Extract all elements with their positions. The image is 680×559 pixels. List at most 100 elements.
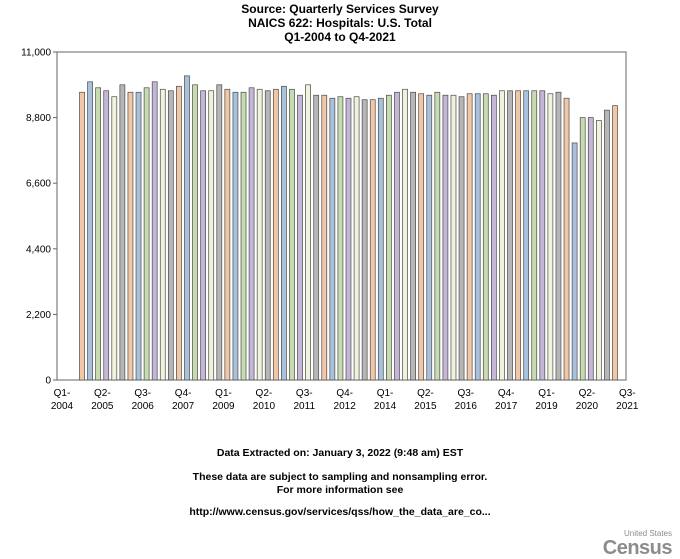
x-tick-label: Q3-2016 [455,388,478,412]
bar-q59 [547,93,554,381]
bar-q37 [369,99,376,381]
bar-q36 [361,99,368,381]
x-tick-label: Q3-2011 [294,388,316,412]
bar-q17 [208,90,215,381]
x-tick-label: Q2-2015 [414,388,437,412]
bar-q31 [321,94,328,381]
bar-q41 [402,88,408,381]
y-tick-label: 4,400 [26,244,51,255]
bar-q32 [329,97,336,381]
bar-q5 [111,96,118,381]
bar-q16 [200,90,206,381]
bar-q46 [442,94,449,381]
y-axis: 0 2,200 4,400 6,600 8,800 11,000 [21,48,57,387]
bar-q64 [587,117,594,381]
bar-q24 [264,90,271,381]
bar-q67 [612,105,618,381]
bar-q7 [127,91,134,381]
bar-q52 [491,94,497,381]
census-logo-small: United States [623,529,672,538]
chart-title-line2: NAICS 622: Hospitals: U.S. Total [248,16,432,30]
bar-q2 [87,81,93,381]
x-tick-label: Q2-2005 [91,388,114,412]
x-tick-label: Q2-2020 [576,388,599,412]
info-url-link[interactable]: http://www.census.gov/services/qss/how_t… [189,506,491,518]
bar-q58 [539,90,546,381]
sampling-note: These data are subject to sampling and n… [192,471,488,483]
bar-q45 [434,91,441,381]
bar-q9 [143,87,150,381]
bar-q53 [499,90,505,381]
x-tick-label: Q4-2012 [334,388,357,412]
census-logo: United States Census [602,529,673,559]
bar-q23 [256,88,263,381]
census-logo-big: Census [602,537,673,559]
bar-q30 [313,94,320,381]
x-tick-label: Q1-2019 [535,388,558,412]
bar-q35 [353,96,360,381]
bar-q18 [216,84,223,381]
bar-q22 [248,87,255,381]
bar-q43 [418,93,425,381]
bar-q50 [474,93,481,381]
bar-q34 [345,97,352,381]
data-extracted-text: Data Extracted on: January 3, 2022 (9:48… [216,447,464,459]
bar-q28 [297,94,303,381]
bar-q65 [595,120,602,381]
x-tick-label: Q4-2007 [172,388,195,412]
bar-q14 [184,75,190,381]
bar-q61 [563,97,570,381]
bar-q47 [450,94,457,381]
bar-q29 [305,84,311,381]
x-tick-label: Q3-2006 [132,388,155,412]
bar-q19 [224,88,231,381]
bar-q62 [571,142,578,381]
bar-q57 [531,90,538,381]
bar-q40 [394,91,400,381]
x-tick-label: Q3-2021 [616,388,639,412]
chart-title-line1: Source: Quarterly Services Survey [241,2,439,16]
x-tick-label: Q2-2010 [253,388,276,412]
bar-q25 [272,88,279,381]
bar-q4 [103,90,110,381]
bar-q13 [176,85,182,381]
x-tick-label: Q1-2004 [51,388,74,412]
y-tick-label: 8,800 [26,113,51,124]
y-tick-label: 6,600 [26,179,51,190]
bar-q54 [507,90,513,381]
y-tick-label: 0 [45,376,51,387]
bar-q42 [410,91,416,381]
x-tick-label: Q1-2009 [212,388,235,412]
bar-q10 [151,81,158,381]
x-tick-label: Q1-2014 [374,388,397,412]
bar-q27 [289,88,295,381]
x-tick-label: Q4-2017 [495,388,518,412]
bar-q48 [458,96,465,381]
bar-q15 [192,84,198,381]
bar-q21 [240,91,247,381]
bars-layer [79,75,618,381]
bar-q1 [79,91,85,381]
bar-q55 [515,90,521,381]
bar-q26 [281,85,287,381]
y-tick-label: 2,200 [26,310,51,321]
bar-q12 [167,90,174,381]
bar-q6 [119,84,126,381]
chart-title-line3: Q1-2004 to Q4-2021 [284,30,396,44]
x-axis: Q1-2004 Q2-2005 Q3-2006 Q4-2007 Q1-2009 Q2-20… [51,388,639,412]
bar-q56 [523,90,530,381]
bar-q20 [232,91,239,381]
bar-q3 [95,87,102,381]
bar-q66 [604,109,610,381]
bar-q11 [159,88,166,381]
bar-q51 [482,93,489,381]
bar-q63 [579,117,586,381]
bar-q49 [466,93,473,381]
bar-q60 [555,91,562,381]
bar-q39 [386,94,392,381]
bar-q33 [337,96,344,381]
y-tick-label: 11,000 [21,48,51,59]
bar-q8 [135,91,142,381]
more-info-note: For more information see [276,484,404,496]
